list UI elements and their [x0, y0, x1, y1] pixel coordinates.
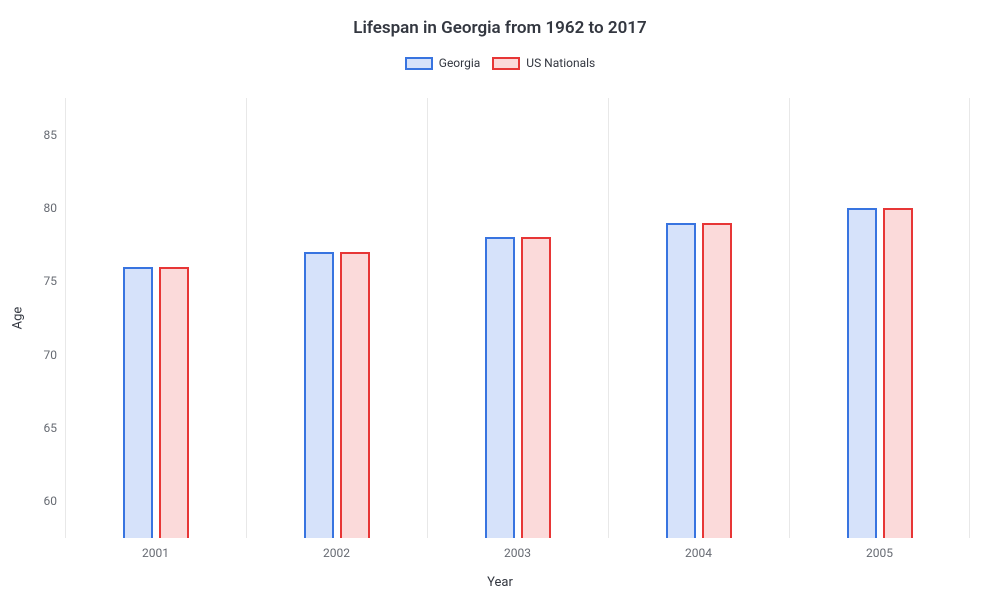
- bar[interactable]: [883, 208, 913, 538]
- gridline: [789, 98, 790, 538]
- x-tick-label: 2002: [323, 538, 350, 560]
- x-tick-label: 2003: [504, 538, 531, 560]
- legend-label: Georgia: [439, 56, 481, 70]
- gridline: [608, 98, 609, 538]
- bar[interactable]: [123, 267, 153, 538]
- legend-item[interactable]: Georgia: [405, 56, 481, 70]
- legend: Georgia US Nationals: [0, 56, 1000, 70]
- legend-swatch: [405, 57, 433, 70]
- gridline: [969, 98, 970, 538]
- chart-title: Lifespan in Georgia from 1962 to 2017: [0, 0, 1000, 38]
- y-tick-label: 60: [44, 494, 66, 508]
- x-axis-label: Year: [487, 575, 513, 590]
- bar[interactable]: [159, 267, 189, 538]
- bar[interactable]: [521, 237, 551, 538]
- bar[interactable]: [340, 252, 370, 538]
- bar[interactable]: [847, 208, 877, 538]
- bar[interactable]: [304, 252, 334, 538]
- gridline: [427, 98, 428, 538]
- legend-item[interactable]: US Nationals: [492, 56, 595, 70]
- bar[interactable]: [666, 223, 696, 538]
- gridline: [65, 98, 66, 538]
- bar[interactable]: [485, 237, 515, 538]
- y-tick-label: 75: [44, 274, 66, 288]
- legend-label: US Nationals: [526, 56, 595, 70]
- bar[interactable]: [702, 223, 732, 538]
- x-tick-label: 2004: [685, 538, 712, 560]
- legend-swatch: [492, 57, 520, 70]
- plot-area: 60657075808520012002200320042005: [65, 98, 970, 538]
- y-tick-label: 85: [44, 128, 66, 142]
- x-tick-label: 2001: [142, 538, 169, 560]
- y-axis-label: Age: [11, 307, 26, 330]
- x-tick-label: 2005: [866, 538, 893, 560]
- y-tick-label: 70: [44, 348, 66, 362]
- y-tick-label: 80: [44, 201, 66, 215]
- y-tick-label: 65: [44, 421, 66, 435]
- gridline: [246, 98, 247, 538]
